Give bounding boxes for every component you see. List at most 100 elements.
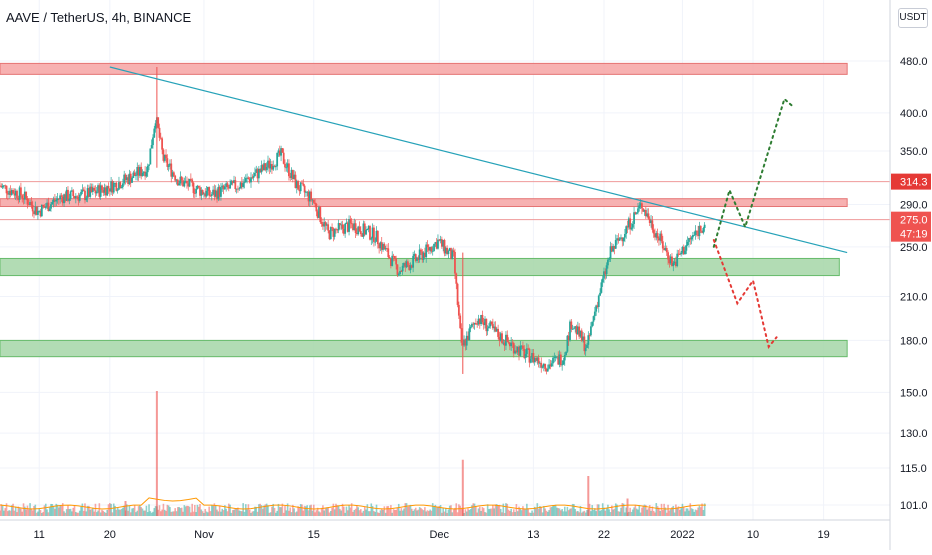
candle-body	[30, 201, 33, 206]
candle-body	[413, 254, 416, 256]
volume-bar	[349, 507, 352, 516]
candle-body	[350, 223, 353, 225]
volume-bar	[416, 510, 418, 516]
candle-body	[239, 182, 242, 189]
candle-body	[37, 210, 39, 215]
volume-bar	[315, 510, 318, 516]
candle-body	[221, 185, 224, 188]
candle-body	[57, 198, 60, 200]
volume-bar	[84, 503, 86, 516]
candle-body	[157, 117, 160, 128]
volume-bar	[569, 508, 571, 516]
support-zone	[0, 339, 848, 358]
volume-bar	[344, 512, 346, 516]
candle-body	[297, 181, 299, 190]
candle-body	[660, 233, 663, 242]
volume-bar	[77, 512, 80, 516]
volume-bar	[150, 512, 153, 516]
volume-bar	[149, 511, 152, 516]
candle-body	[375, 230, 378, 242]
candle-body	[601, 278, 604, 283]
candle-body	[681, 246, 684, 253]
candle-body	[552, 357, 554, 364]
volume-bar	[584, 512, 587, 516]
y-tick-label: 480.0	[900, 56, 928, 68]
candle-body	[422, 252, 425, 260]
candle-body	[152, 137, 154, 146]
candle-body	[171, 172, 174, 177]
volume-bar	[193, 504, 196, 516]
candle-body	[86, 188, 89, 198]
candle-body	[124, 174, 127, 181]
zone-layer	[0, 62, 890, 358]
currency-button[interactable]: USDT	[898, 8, 928, 28]
candle-body	[13, 193, 16, 196]
candle-body	[354, 223, 357, 233]
volume-bar	[374, 511, 377, 516]
candle-body	[44, 207, 47, 209]
volume-bar	[50, 503, 52, 516]
volume-bar	[327, 507, 329, 516]
volume-bar	[102, 510, 105, 516]
volume-bar	[293, 508, 295, 516]
volume-bar	[157, 509, 159, 516]
candle-body	[661, 241, 664, 249]
volume-bar	[99, 512, 102, 516]
candle-body	[363, 223, 366, 235]
volume-bar	[451, 512, 454, 516]
y-tick-label: 101.0	[900, 500, 928, 512]
candle-body	[472, 323, 475, 325]
candle-body	[412, 255, 415, 268]
volume-ma-line	[0, 497, 706, 510]
volume-bar	[609, 512, 612, 516]
volume-bar	[699, 507, 702, 516]
volume-bar	[247, 504, 250, 516]
volume-bar	[314, 512, 316, 516]
candle-body	[688, 238, 690, 242]
volume-bar	[42, 511, 44, 516]
volume-bar	[246, 509, 248, 516]
volume-bar	[652, 510, 655, 516]
candle-body	[206, 187, 209, 191]
volume-bar	[175, 511, 178, 516]
candle-body	[503, 342, 506, 346]
candle-body	[82, 189, 85, 191]
volume-bar	[625, 507, 628, 516]
candle-body	[426, 244, 429, 248]
volume-bar	[196, 504, 199, 516]
candle-body	[399, 270, 401, 274]
candle-body	[210, 194, 213, 196]
candle-body	[684, 250, 686, 255]
candle-body	[417, 257, 420, 260]
y-tick-label: 350.0	[900, 146, 928, 158]
volume-bar	[686, 508, 689, 516]
volume-bar	[199, 503, 201, 516]
candle-body	[702, 228, 705, 233]
volume-bar	[450, 505, 452, 516]
candle-body	[10, 190, 13, 195]
candle-body	[673, 261, 676, 264]
volume-bar	[12, 503, 14, 516]
candle-body	[352, 224, 354, 230]
candle-body	[85, 197, 88, 201]
candle-body	[218, 186, 221, 197]
candle-body	[654, 233, 656, 238]
candle-body	[89, 186, 92, 197]
volume-bar	[94, 503, 97, 516]
volume-bar	[210, 505, 213, 516]
volume-bar	[362, 510, 365, 516]
candle-body	[682, 246, 685, 255]
volume-bar	[191, 503, 193, 516]
volume-bar	[285, 510, 288, 516]
candle-body	[257, 168, 260, 179]
candle-body	[587, 335, 590, 345]
volume-bar	[123, 505, 125, 516]
candle-body	[325, 224, 328, 226]
volume-bar	[141, 508, 144, 516]
candle-body	[40, 204, 43, 217]
candle-body	[576, 326, 579, 335]
y-tick-label: 130.0	[900, 428, 928, 440]
